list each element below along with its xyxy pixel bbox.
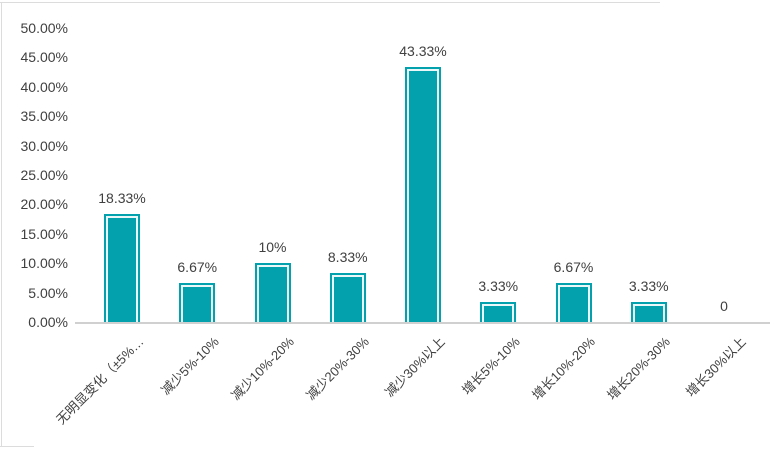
- bar: [179, 282, 216, 323]
- bar: [104, 214, 140, 322]
- x-axis-category-label: 减少20%-30%: [303, 334, 373, 403]
- y-axis-tick-label: 35.00%: [20, 108, 68, 125]
- y-axis-tick-label: 20.00%: [20, 196, 68, 213]
- y-axis-tick-label: 10.00%: [20, 255, 68, 272]
- x-axis-category-label: 减少30%以上: [381, 334, 448, 400]
- bar-data-label: 8.33%: [327, 249, 368, 266]
- x-axis-category-label: 增长30%以上: [682, 334, 749, 400]
- bar: [480, 302, 517, 322]
- bar-data-label: 6.67%: [553, 258, 594, 275]
- y-axis-tick-label: 5.00%: [28, 284, 68, 301]
- x-axis-category-label: 增长20%-30%: [604, 334, 674, 403]
- y-axis-tick-label: 15.00%: [20, 225, 68, 242]
- bar: [405, 67, 441, 322]
- bar-data-label: 0: [720, 298, 728, 314]
- x-axis-category-label: 减少10%-20%: [228, 334, 298, 403]
- x-axis-category-label: 增长5%-10%: [459, 334, 523, 398]
- bar-data-label: 3.33%: [478, 278, 519, 295]
- x-axis-category-label: 无明显变化（±5%…: [53, 334, 147, 428]
- bar-data-label: 43.33%: [399, 43, 447, 60]
- y-axis-tick-label: 50.00%: [20, 20, 68, 36]
- y-axis-tick-label: 30.00%: [20, 137, 68, 154]
- frame-left-line: [1, 2, 2, 446]
- x-axis-category-label: 增长10%-20%: [529, 334, 599, 403]
- y-axis-tick-label: 40.00%: [20, 78, 68, 95]
- bar: [254, 263, 291, 322]
- bar-data-label: 10%: [258, 239, 287, 256]
- y-axis-tick-label: 45.00%: [20, 49, 68, 66]
- bar-data-label: 3.33%: [628, 278, 669, 295]
- bar-data-label: 6.67%: [177, 258, 218, 275]
- bar: [630, 302, 667, 322]
- x-axis-line: [75, 322, 770, 324]
- y-axis-tick-label: 0.00%: [28, 314, 68, 330]
- bar-data-label: 18.33%: [98, 190, 146, 207]
- y-axis-tick-label: 25.00%: [20, 167, 68, 183]
- x-axis-category-label: 减少5%-10%: [158, 334, 222, 398]
- bar: [329, 273, 366, 322]
- frame-bottom-left-line: [0, 446, 34, 447]
- frame-top-line: [0, 2, 660, 3]
- bar: [555, 282, 592, 323]
